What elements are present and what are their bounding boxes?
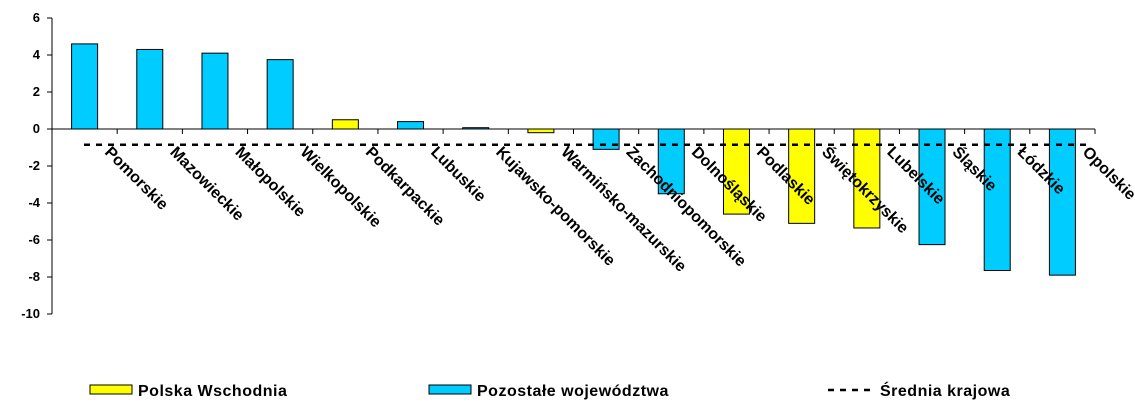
bar-10 bbox=[657, 128, 685, 195]
bar-1 bbox=[71, 43, 99, 130]
y-tick-label: -8 bbox=[28, 269, 40, 284]
legend-swatch bbox=[89, 384, 133, 395]
category-label: Lubuskie bbox=[427, 144, 489, 206]
axes-group bbox=[47, 17, 1096, 315]
bar-3 bbox=[201, 52, 229, 130]
legend-swatch bbox=[428, 384, 472, 395]
legend-item-pozostale-wojewodztwa: Pozostałe województwa bbox=[428, 383, 669, 400]
bar-15 bbox=[983, 128, 1011, 272]
bar-11 bbox=[722, 128, 750, 215]
y-tick-label: -2 bbox=[28, 158, 40, 173]
bar-6 bbox=[397, 121, 425, 130]
legend-item-srednia-krajowa: Średnia krajowa bbox=[828, 381, 1010, 400]
bar-12 bbox=[788, 128, 816, 224]
legend-item-polska-wschodnia: Polska Wschodnia bbox=[89, 383, 287, 400]
y-tick-label: 4 bbox=[33, 47, 41, 62]
category-label: Opolskie bbox=[1079, 144, 1135, 204]
legend-label: Polska Wschodnia bbox=[138, 383, 287, 400]
bar-4 bbox=[266, 59, 294, 130]
y-tick-label: -6 bbox=[28, 232, 40, 247]
bar-8 bbox=[527, 128, 555, 134]
category-labels: PomorskieMazowieckieMałopolskieWielkopol… bbox=[101, 142, 1135, 275]
bar-5 bbox=[331, 119, 359, 130]
category-label: Kujawsko-pomorskie bbox=[492, 144, 618, 270]
y-tick-labels: 6 4 2 0 -2 -4 -6 -8 -10 bbox=[21, 10, 41, 321]
legend-label: Pozostałe województwa bbox=[477, 383, 669, 400]
bar-2 bbox=[136, 48, 164, 130]
y-tick-label: 2 bbox=[33, 84, 40, 99]
category-label: Pomorskie bbox=[101, 144, 171, 214]
bar-16 bbox=[1048, 128, 1076, 276]
legend: Polska Wschodnia Pozostałe województwa Śre… bbox=[89, 381, 1010, 400]
y-tick-label: -10 bbox=[21, 306, 40, 321]
legend-label: Średnia krajowa bbox=[880, 381, 1010, 400]
y-tick-label: -4 bbox=[28, 195, 40, 210]
y-tick-label: 0 bbox=[33, 121, 40, 136]
bar-9 bbox=[592, 128, 620, 150]
bar-14 bbox=[918, 128, 946, 246]
bars-group bbox=[71, 43, 1076, 276]
y-tick-label: 6 bbox=[33, 10, 40, 25]
